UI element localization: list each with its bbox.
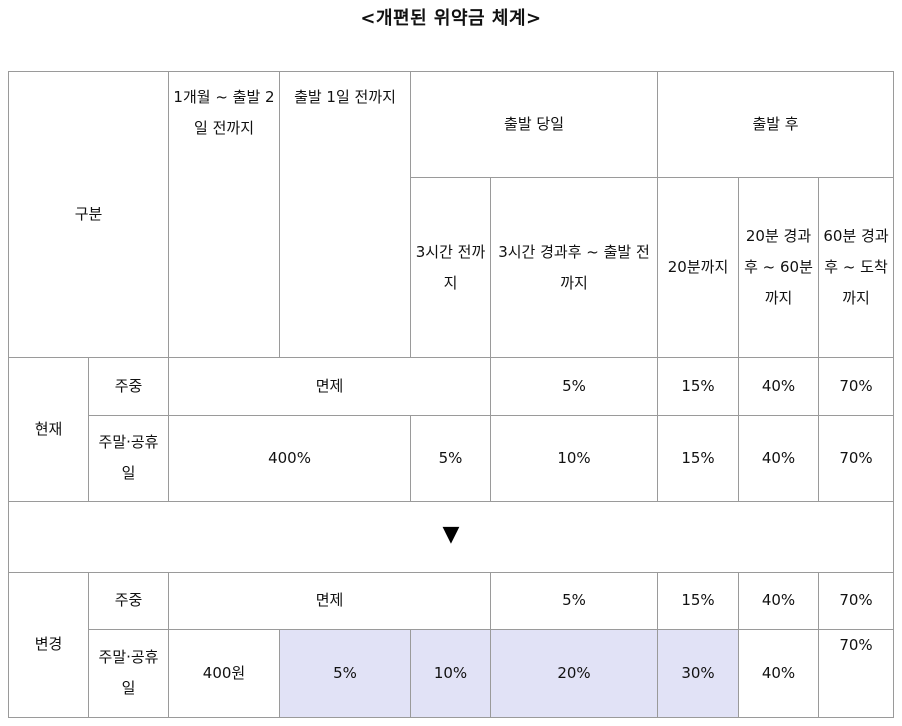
changed-weekday-after3h: 5%: [490, 571, 659, 630]
changed-weekday-60min: 70%: [818, 571, 895, 630]
header-3h-after: 3시간 경과후 ~ 출발 전까지: [490, 177, 659, 359]
current-weekend-before3h: 5%: [410, 414, 492, 502]
current-weekend-60min: 70%: [818, 414, 895, 502]
current-weekday-exempt: 면제: [168, 357, 492, 416]
changed-weekend-label: 주말·공휴일: [87, 628, 170, 719]
changed-weekend-before3h: 10%: [410, 628, 492, 719]
current-weekend-before-day: 400%: [168, 414, 412, 502]
changed-weekend-month: 400원: [168, 628, 281, 719]
changed-weekend-after3h: 20%: [490, 628, 659, 719]
current-weekday-label: 주중: [87, 357, 170, 416]
row-current-label: 현재: [8, 357, 89, 502]
changed-weekend-20-60min: 40%: [738, 628, 820, 719]
changed-weekday-label: 주중: [87, 571, 170, 630]
current-weekend-after3h: 10%: [490, 414, 659, 502]
current-weekend-20min: 15%: [657, 414, 740, 502]
changed-weekend-20min: 30%: [657, 628, 740, 719]
current-weekday-20-60min: 40%: [738, 357, 820, 416]
current-weekend-20-60min: 40%: [738, 414, 820, 502]
change-arrow-row: ▼: [7, 500, 895, 573]
header-3h-before: 3시간 전까지: [410, 177, 492, 359]
changed-weekend-day-before: 5%: [279, 628, 412, 719]
header-20min: 20분까지: [657, 177, 740, 359]
header-category: 구분: [7, 70, 170, 359]
changed-weekday-20-60min: 40%: [738, 571, 820, 630]
down-arrow-icon: ▼: [442, 522, 460, 548]
changed-weekday-20min: 15%: [657, 571, 740, 630]
header-same-day: 출발 당일: [410, 70, 659, 179]
header-20-60min: 20분 경과후 ~ 60분까지: [738, 177, 820, 359]
changed-weekday-exempt: 면제: [168, 571, 492, 630]
row-changed-label: 변경: [8, 571, 89, 719]
header-60min-arrival: 60분 경과후 ~ 도착까지: [818, 177, 895, 359]
current-weekday-20min: 15%: [657, 357, 740, 416]
current-weekend-label: 주말·공휴일: [87, 414, 170, 502]
header-after-departure: 출발 후: [657, 70, 895, 179]
changed-weekend-60min: 70%: [818, 628, 895, 719]
header-month-to-2days: 1개월 ~ 출발 2일 전까지: [168, 70, 281, 359]
current-weekday-60min: 70%: [818, 357, 895, 416]
page-title: <개편된 위약금 체계>: [360, 8, 542, 29]
current-weekday-after3h: 5%: [490, 357, 659, 416]
header-day-before: 출발 1일 전까지: [279, 70, 412, 359]
penalty-table: 구분 1개월 ~ 출발 2일 전까지 출발 1일 전까지 출발 당일 출발 후 …: [7, 70, 895, 719]
